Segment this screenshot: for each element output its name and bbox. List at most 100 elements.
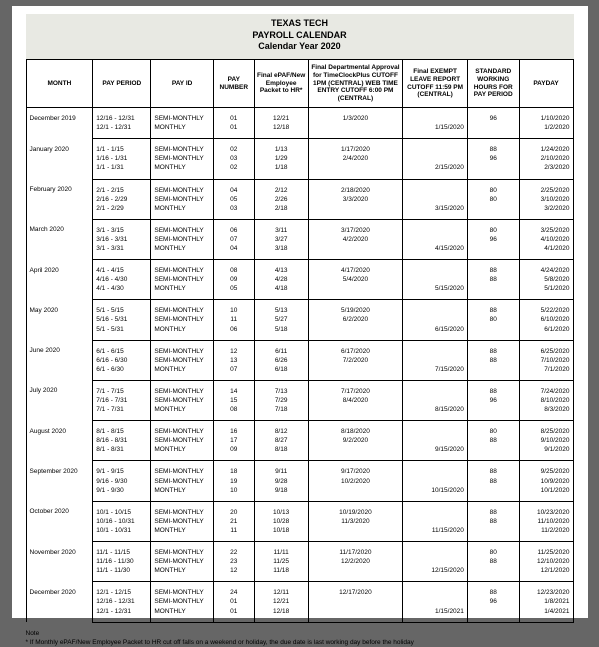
cell-dept: 5/19/2020 [308,300,403,316]
cell-pay-id: SEMI-MONTHLY [151,501,213,517]
cell-payday: 3/10/2020 [519,195,573,204]
cell-pay-number: 05 [213,284,254,300]
cell-payday: 12/23/2020 [519,582,573,598]
cell-exempt [403,501,468,517]
table-row: 6/16 - 6/30SEMI-MONTHLY136/267/2/2020887… [26,356,573,365]
cell-payday: 1/10/2020 [519,108,573,124]
table-row: 3/16 - 3/31SEMI-MONTHLY073/274/2/2020964… [26,235,573,244]
cell-pay-number: 03 [213,204,254,220]
cell-exempt: 8/15/2020 [403,405,468,421]
cell-hours: 80 [467,219,519,235]
cell-exempt [403,461,468,477]
cell-payday: 3/25/2020 [519,219,573,235]
cell-hours: 88 [467,517,519,526]
cell-exempt [403,195,468,204]
cell-payday: 8/3/2020 [519,405,573,421]
cell-pay-number: 01 [213,597,254,606]
cell-exempt [403,108,468,124]
payroll-table: MONTH PAY PERIOD PAY ID PAY NUMBER Final… [26,59,574,623]
cell-pay-id: MONTHLY [151,566,213,582]
cell-exempt [403,421,468,437]
cell-pay-period: 10/1 - 10/15 [93,501,151,517]
cell-pay-period: 5/1 - 5/31 [93,325,151,341]
cell-pay-period: 9/1 - 9/30 [93,486,151,502]
table-row: 11/1 - 11/30MONTHLY1211/1812/15/202012/1… [26,566,573,582]
cell-pay-period: 11/1 - 11/30 [93,566,151,582]
cell-exempt: 11/15/2020 [403,526,468,542]
cell-hours [467,244,519,260]
cell-pay-period: 6/1 - 6/15 [93,340,151,356]
cell-pay-number: 17 [213,436,254,445]
cell-pay-id: SEMI-MONTHLY [151,340,213,356]
title-line-3: Calendar Year 2020 [26,41,574,53]
cell-pay-number: 20 [213,501,254,517]
cell-exempt [403,557,468,566]
cell-pay-number: 01 [213,607,254,623]
cell-pay-number: 09 [213,275,254,284]
cell-pay-period: 3/16 - 3/31 [93,235,151,244]
cell-epaf: 8/18 [254,445,308,461]
table-row: 8/16 - 8/31SEMI-MONTHLY178/279/2/2020889… [26,436,573,445]
cell-pay-id: SEMI-MONTHLY [151,300,213,316]
note-block: Note * If Monthly ePAF/New Employee Pack… [26,629,574,647]
cell-month: August 2020 [26,421,93,461]
cell-pay-period: 6/1 - 6/30 [93,365,151,381]
th-payday: PAYDAY [519,60,573,108]
cell-exempt [403,179,468,195]
cell-pay-period: 3/1 - 3/31 [93,244,151,260]
cell-pay-number: 23 [213,557,254,566]
cell-month: December 2020 [26,582,93,622]
cell-hours: 88 [467,260,519,276]
cell-payday: 12/1/2020 [519,566,573,582]
cell-dept [308,526,403,542]
cell-pay-id: SEMI-MONTHLY [151,436,213,445]
cell-payday: 4/10/2020 [519,235,573,244]
cell-payday: 4/24/2020 [519,260,573,276]
table-row: 2/16 - 2/29SEMI-MONTHLY052/263/3/2020803… [26,195,573,204]
cell-payday: 12/10/2020 [519,557,573,566]
cell-pay-id: MONTHLY [151,405,213,421]
cell-pay-number: 02 [213,139,254,155]
cell-pay-number: 03 [213,154,254,163]
cell-pay-period: 4/1 - 4/30 [93,284,151,300]
cell-dept [308,325,403,341]
cell-epaf: 3/11 [254,219,308,235]
cell-payday: 9/25/2020 [519,461,573,477]
cell-hours: 88 [467,300,519,316]
cell-pay-number: 07 [213,365,254,381]
cell-payday: 6/25/2020 [519,340,573,356]
cell-pay-id: MONTHLY [151,526,213,542]
table-row: 4/16 - 4/30SEMI-MONTHLY094/285/4/2020885… [26,275,573,284]
cell-hours: 88 [467,356,519,365]
cell-pay-id: SEMI-MONTHLY [151,195,213,204]
cell-pay-id: SEMI-MONTHLY [151,542,213,558]
table-row: 1/16 - 1/31SEMI-MONTHLY031/292/4/2020962… [26,154,573,163]
cell-dept: 7/2/2020 [308,356,403,365]
cell-month: May 2020 [26,300,93,340]
cell-month: March 2020 [26,219,93,259]
page-background: TEXAS TECH PAYROLL CALENDAR Calendar Yea… [0,0,599,618]
cell-epaf: 9/11 [254,461,308,477]
cell-pay-period: 8/1 - 8/31 [93,445,151,461]
cell-hours: 80 [467,195,519,204]
cell-dept [308,607,403,623]
table-row: February 20202/1 - 2/15SEMI-MONTHLY042/1… [26,179,573,195]
cell-epaf: 8/27 [254,436,308,445]
cell-dept: 11/17/2020 [308,542,403,558]
cell-pay-id: SEMI-MONTHLY [151,557,213,566]
cell-pay-number: 10 [213,300,254,316]
cell-dept [308,486,403,502]
table-row: 10/1 - 10/31MONTHLY1110/1811/15/202011/2… [26,526,573,542]
cell-payday: 5/1/2020 [519,284,573,300]
cell-hours: 88 [467,501,519,517]
cell-exempt [403,436,468,445]
cell-pay-id: MONTHLY [151,244,213,260]
table-row: 3/1 - 3/31MONTHLY043/184/15/20204/1/2020 [26,244,573,260]
cell-epaf: 12/21 [254,597,308,606]
table-row: October 202010/1 - 10/15SEMI-MONTHLY2010… [26,501,573,517]
cell-pay-id: MONTHLY [151,163,213,179]
cell-pay-number: 05 [213,195,254,204]
cell-pay-period: 4/16 - 4/30 [93,275,151,284]
note-heading: Note [26,629,574,638]
cell-pay-period: 12/1 - 12/15 [93,582,151,598]
